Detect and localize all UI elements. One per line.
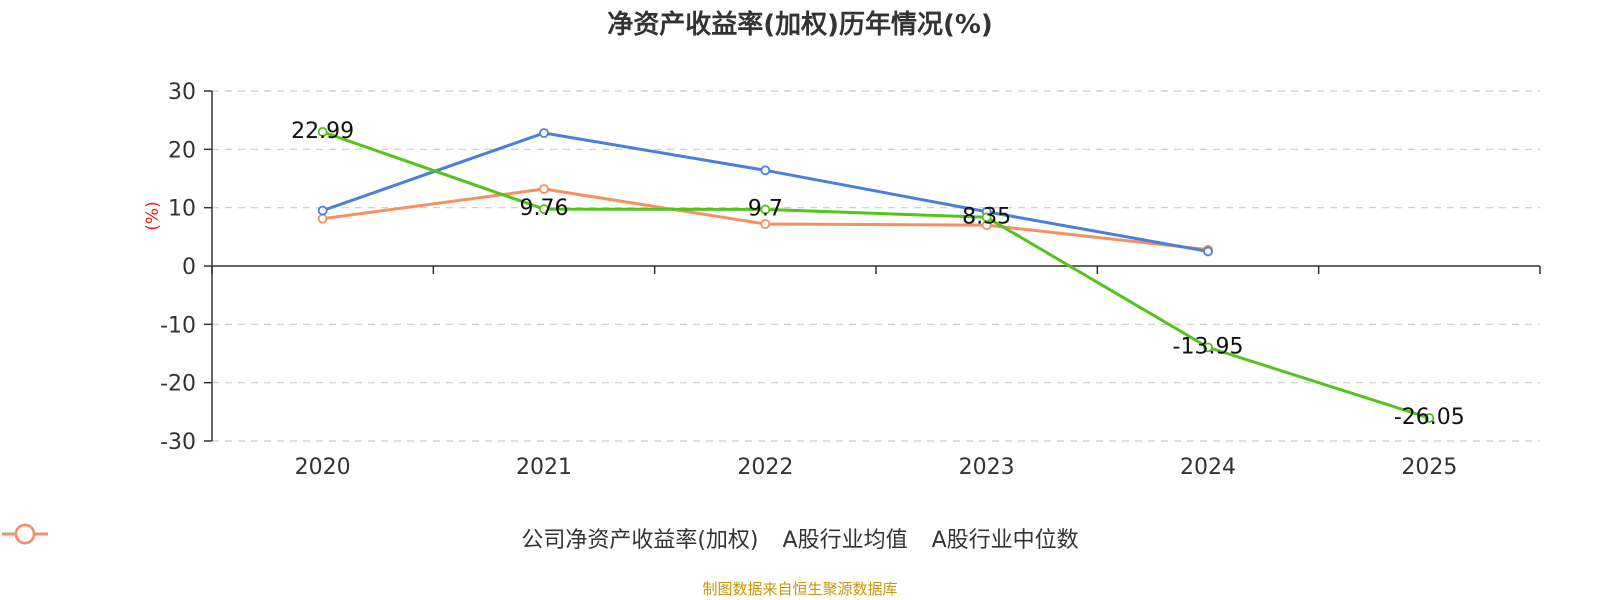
- y-axis-label: (%): [143, 201, 163, 230]
- data-point: [1203, 246, 1213, 257]
- data-label: 9.76: [520, 196, 569, 221]
- data-label: 22.99: [291, 119, 354, 144]
- legend-item[interactable]: A股行业中位数: [2, 522, 1079, 554]
- series-line: [322, 130, 1430, 420]
- data-point: [317, 213, 328, 224]
- x-tick-label: 2022: [737, 455, 793, 480]
- data-point: [539, 184, 549, 194]
- y-tick-label: 20: [168, 138, 196, 163]
- data-point: [760, 219, 771, 229]
- data-point: [1424, 413, 1435, 423]
- y-tick-label: -10: [160, 313, 196, 338]
- data-point: [981, 212, 992, 223]
- y-tick-label: -30: [160, 430, 196, 455]
- legend-label: A股行业均值: [782, 528, 908, 553]
- x-tick-label: 2024: [1180, 455, 1236, 480]
- data-point: [760, 204, 771, 215]
- chart-legend: 公司净资产收益率(加权) A股行业均值 A股行业中位数: [0, 522, 1600, 554]
- data-point: [1203, 342, 1213, 353]
- line-chart: (%) 30 20 10 0 -10 -20 -30 2020 2021 2022 2023 2024 2…: [143, 80, 1541, 480]
- data-source-note: 制图数据来自恒生聚源数据库: [702, 580, 898, 598]
- x-tick-label: 2025: [1401, 455, 1457, 480]
- data-point: [317, 205, 328, 216]
- data-point: [539, 204, 549, 214]
- data-label: 8.35: [962, 204, 1011, 229]
- chart-title: 净资产收益率(加权)历年情况(%): [607, 10, 993, 40]
- legend-label: A股行业中位数: [931, 528, 1079, 553]
- data-point: [539, 128, 549, 138]
- y-tick-label: 10: [168, 197, 196, 222]
- data-label: 9.7: [748, 196, 783, 221]
- y-tick-label: 0: [182, 255, 196, 280]
- legend-label: 公司净资产收益率(加权): [521, 528, 759, 553]
- y-tick-label: 30: [168, 80, 196, 105]
- data-point: [760, 165, 771, 176]
- x-tick-label: 2020: [295, 455, 351, 480]
- legend-item[interactable]: A股行业均值: [2, 522, 908, 554]
- data-point: [317, 126, 328, 137]
- data-label: -13.95: [1173, 334, 1244, 359]
- data-label: -26.05: [1394, 405, 1465, 430]
- legend-line-marker-icon: [2, 523, 48, 545]
- legend-item[interactable]: 公司净资产收益率(加权): [2, 522, 759, 554]
- y-tick-label: -20: [160, 372, 196, 397]
- x-tick-label: 2021: [516, 455, 572, 480]
- x-tick-label: 2023: [959, 455, 1015, 480]
